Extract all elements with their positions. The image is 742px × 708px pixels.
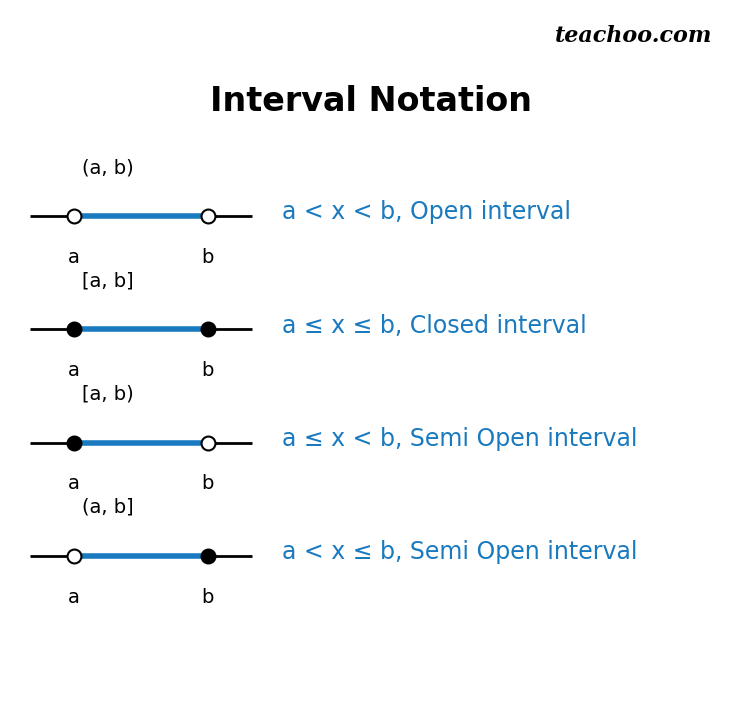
Text: a ≤ x < b, Semi Open interval: a ≤ x < b, Semi Open interval xyxy=(282,427,637,451)
Text: a: a xyxy=(68,361,80,380)
Text: teachoo.com: teachoo.com xyxy=(555,25,712,47)
Text: (a, b]: (a, b] xyxy=(82,498,134,517)
Text: b: b xyxy=(202,248,214,267)
Text: a: a xyxy=(68,474,80,493)
Text: Interval Notation: Interval Notation xyxy=(210,85,532,118)
Text: b: b xyxy=(202,588,214,607)
Text: a ≤ x ≤ b, Closed interval: a ≤ x ≤ b, Closed interval xyxy=(282,314,587,338)
Text: [a, b]: [a, b] xyxy=(82,271,134,290)
Text: a: a xyxy=(68,248,80,267)
Text: b: b xyxy=(202,474,214,493)
Text: a < x ≤ b, Semi Open interval: a < x ≤ b, Semi Open interval xyxy=(282,540,637,564)
Text: (a, b): (a, b) xyxy=(82,158,134,177)
Text: [a, b): [a, b) xyxy=(82,384,134,404)
Text: a: a xyxy=(68,588,80,607)
Text: b: b xyxy=(202,361,214,380)
Text: a < x < b, Open interval: a < x < b, Open interval xyxy=(282,200,571,224)
